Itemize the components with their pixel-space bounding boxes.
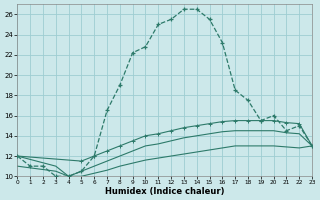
X-axis label: Humidex (Indice chaleur): Humidex (Indice chaleur): [105, 187, 224, 196]
